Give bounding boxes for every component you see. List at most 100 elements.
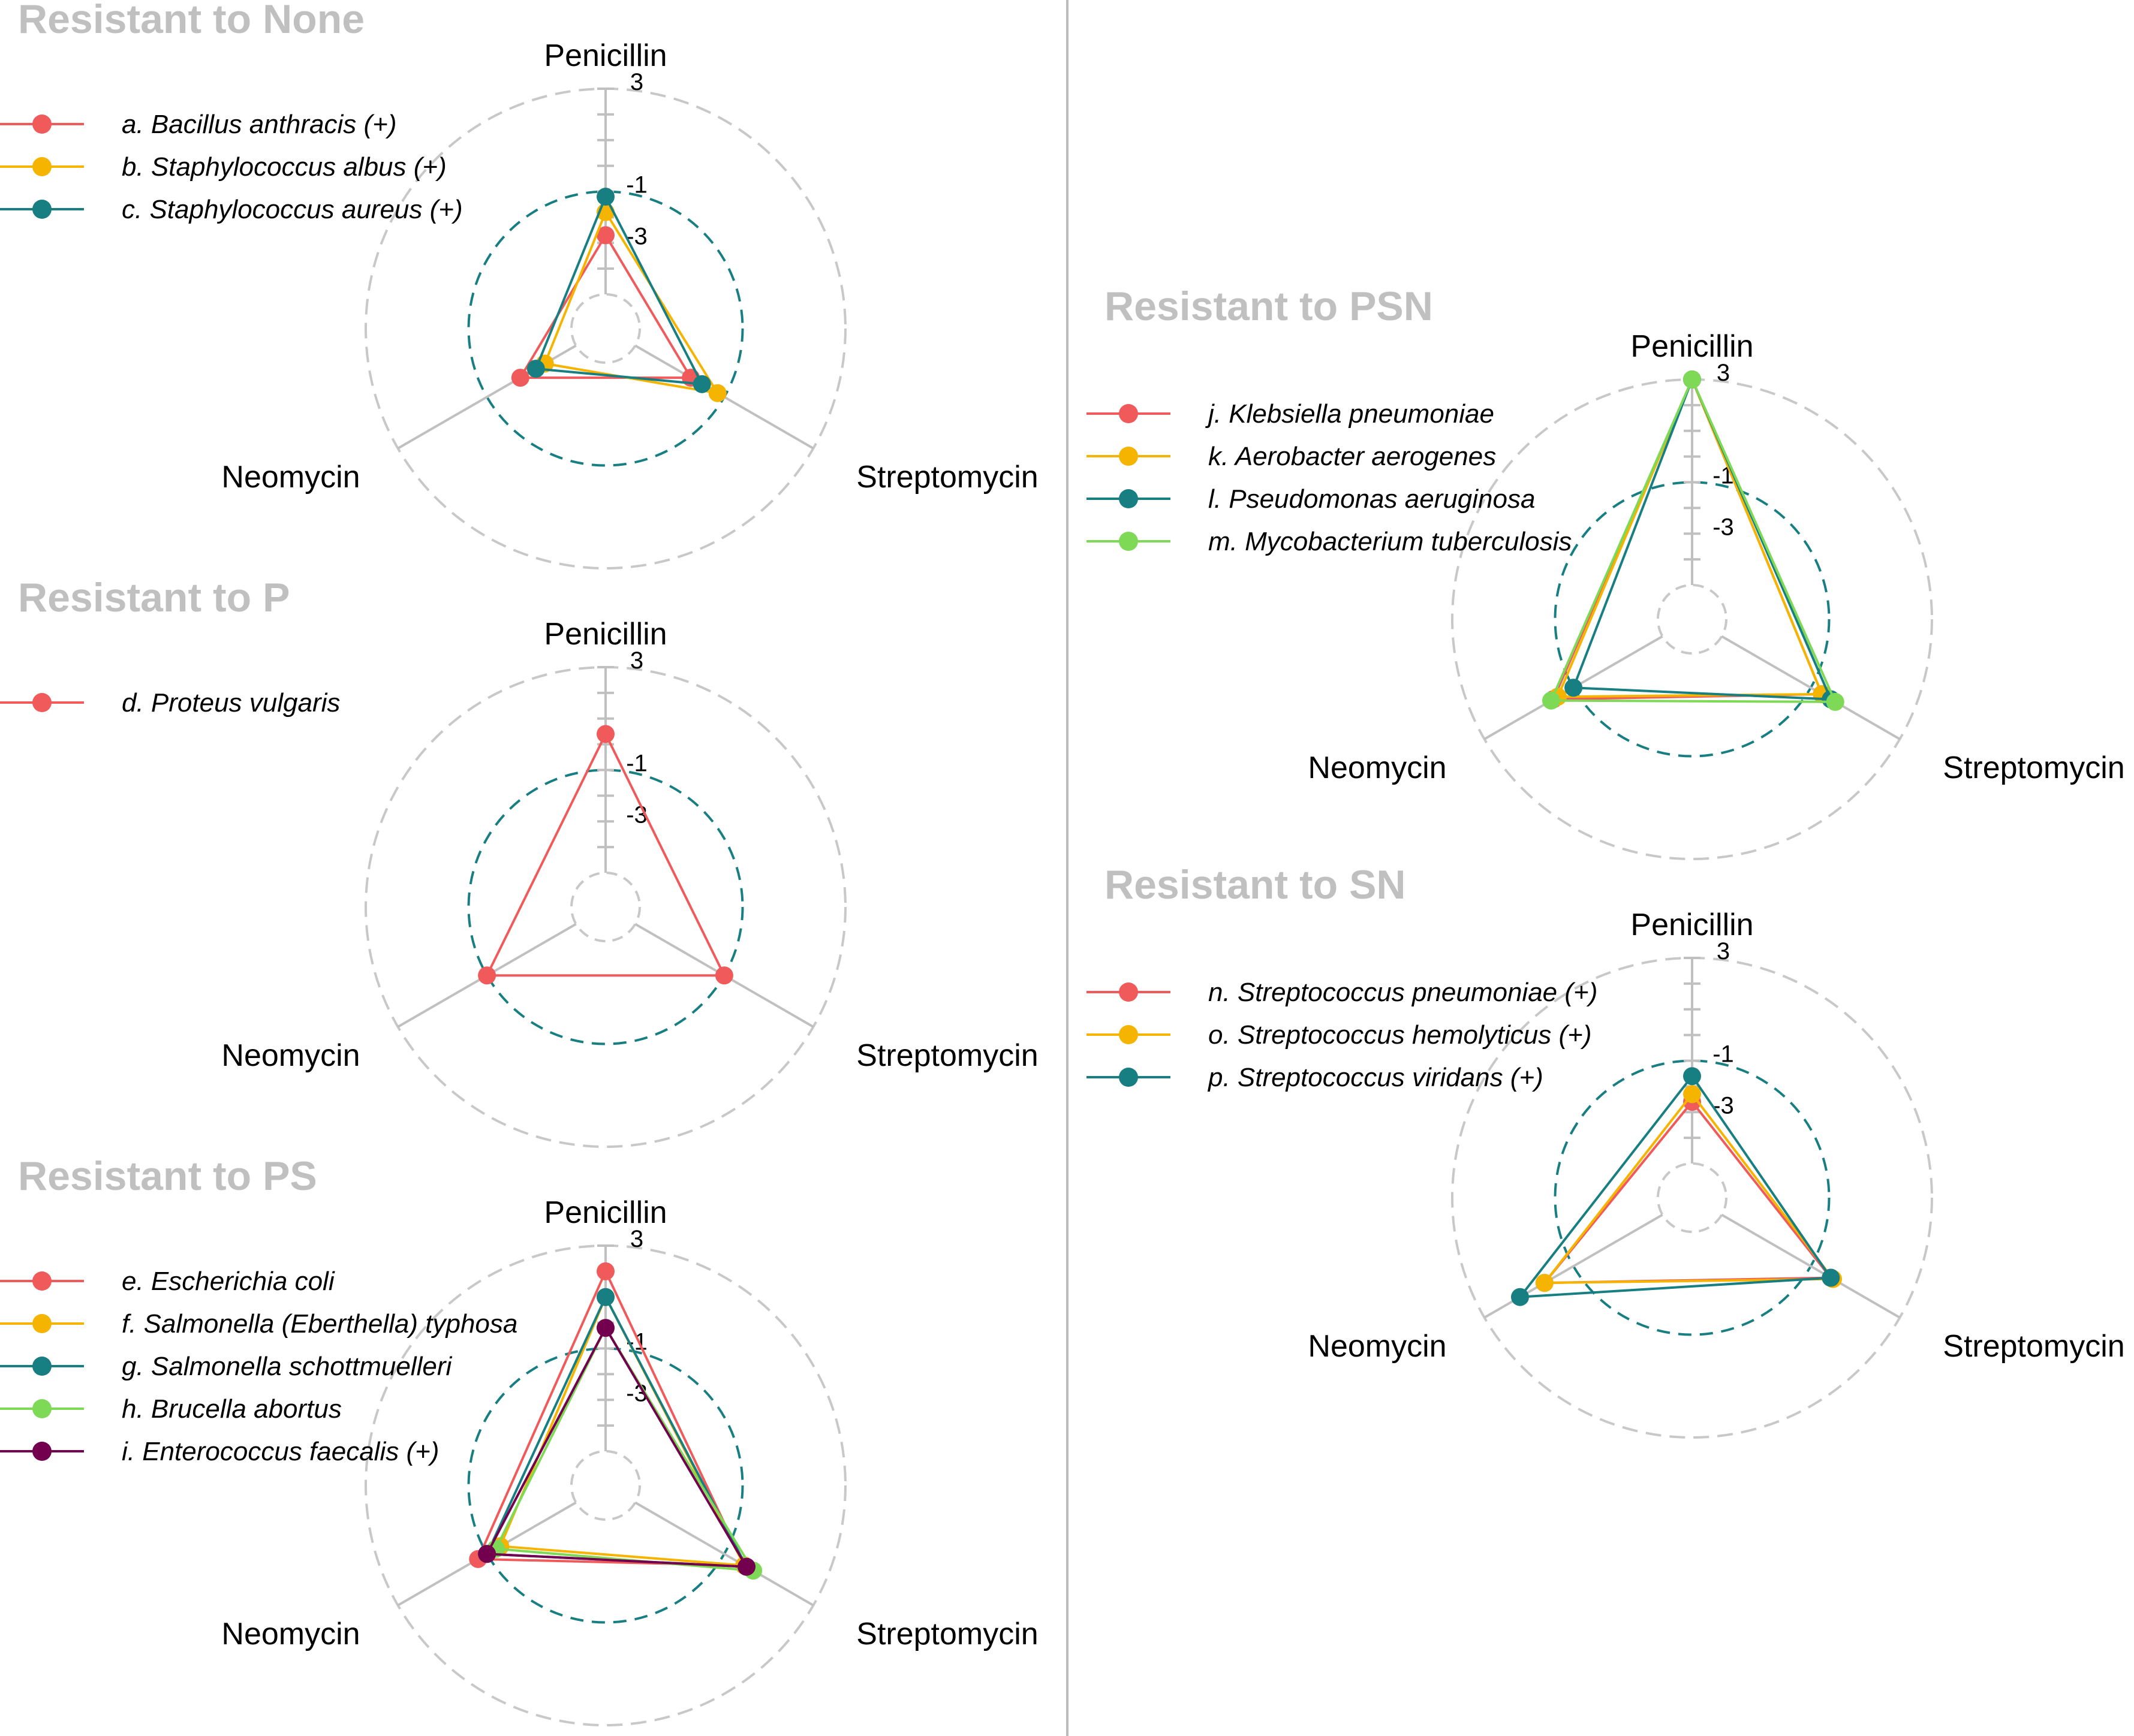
series-line <box>1517 1074 1833 1298</box>
series-line <box>476 1268 747 1567</box>
panel-title-ps: Resistant to PS <box>18 1153 317 1199</box>
axis-label-streptomycin: Streptomycin <box>856 460 1038 495</box>
series-line <box>518 233 693 379</box>
axis-label-neomycin: Neomycin <box>221 1038 360 1073</box>
radar-panel-4: 3 -1 -3 Penicillin Streptomycin Neomycin n. St… <box>1086 908 2125 1439</box>
axis-label-streptomycin: Streptomycin <box>1943 751 2124 785</box>
legend-swatch-marker <box>1119 1025 1138 1044</box>
axis-label-neomycin: Neomycin <box>1308 751 1446 785</box>
series-line <box>534 194 705 386</box>
legend-label: l. Pseudomonas aeruginosa <box>1208 484 1535 514</box>
radar-panel-0: 3 -1 -3 Penicillin Streptomycin Neomycin a. Ba… <box>0 38 1039 569</box>
axis-label-penicillin: Penicillin <box>1630 329 1753 364</box>
axis-label-penicillin: Penicillin <box>1630 908 1753 942</box>
axis-label-streptomycin: Streptomycin <box>856 1617 1038 1651</box>
data-point <box>597 725 615 743</box>
legend-label: e. Escherichia coli <box>122 1267 335 1296</box>
legend-swatch-marker <box>32 1399 52 1418</box>
data-point <box>478 966 496 985</box>
data-point <box>597 188 615 206</box>
data-point <box>1826 692 1844 711</box>
axis-label-neomycin: Neomycin <box>221 460 360 495</box>
legend-swatch-marker <box>1119 404 1138 423</box>
data-point <box>597 1262 615 1280</box>
legend-label: o. Streptococcus hemolyticus (+) <box>1208 1020 1591 1050</box>
data-point <box>1564 679 1583 697</box>
inner-grid-ring <box>570 293 641 364</box>
panel-title-sn: Resistant to SN <box>1104 862 1406 908</box>
data-point <box>1683 370 1701 388</box>
legend-swatch-marker <box>1119 447 1138 466</box>
legend-label: c. Staphylococcus aureus (+) <box>122 195 463 224</box>
legend-label: i. Enterococcus faecalis (+) <box>122 1437 439 1466</box>
axis-label-penicillin: Penicillin <box>544 1195 667 1230</box>
axis-label-neomycin: Neomycin <box>1308 1329 1446 1364</box>
series-line <box>485 1294 749 1568</box>
data-point <box>597 1288 615 1306</box>
legend-label: j. Klebsiella pneumoniae <box>1205 399 1494 429</box>
axis-label-neomycin: Neomycin <box>221 1617 360 1651</box>
tick-label: -3 <box>1712 1092 1734 1119</box>
legend-label: m. Mycobacterium tuberculosis <box>1208 527 1572 556</box>
legend-swatch-marker <box>32 114 52 134</box>
panel-title-none: Resistant to None <box>18 0 365 42</box>
legend-label: k. Aerobacter aerogenes <box>1208 442 1496 471</box>
panel-title-psn: Resistant to PSN <box>1104 284 1433 329</box>
tick-label: -3 <box>1712 514 1734 540</box>
axis-spoke <box>1721 635 1901 740</box>
data-point <box>597 1319 615 1337</box>
legend-swatch-marker <box>1119 982 1138 1002</box>
data-point <box>708 384 727 402</box>
legend-label: b. Staphylococcus albus (+) <box>122 152 447 182</box>
data-point <box>478 1545 496 1563</box>
data-point <box>1683 1067 1701 1086</box>
tick-label: 3 <box>1717 360 1730 386</box>
legend-swatch-marker <box>32 693 52 712</box>
series-line <box>484 1325 749 1568</box>
legend-swatch-marker <box>1119 532 1138 551</box>
tick-label: -1 <box>1712 1041 1734 1068</box>
inner-grid-ring <box>570 872 641 942</box>
legend-swatch-marker <box>32 200 52 219</box>
data-point <box>526 360 545 378</box>
series-line <box>1542 1092 1836 1285</box>
legend-swatch-marker <box>1119 489 1138 508</box>
inner-grid-ring <box>1657 1162 1727 1233</box>
tick-label: -3 <box>626 801 648 828</box>
reference-ring <box>467 190 744 467</box>
data-point <box>1510 1288 1529 1306</box>
legend-swatch-marker <box>32 157 52 176</box>
data-point <box>597 226 615 245</box>
legend-swatch-marker <box>32 1442 52 1461</box>
reference-ring <box>467 768 744 1045</box>
inner-grid-ring <box>570 1450 641 1521</box>
legend-swatch-marker <box>1119 1068 1138 1087</box>
tick-label: 3 <box>630 69 643 95</box>
series-line <box>1556 376 1824 698</box>
axis-label-penicillin: Penicillin <box>544 617 667 652</box>
legend-label: d. Proteus vulgaris <box>122 688 340 718</box>
legend-label: p. Streptococcus viridans (+) <box>1207 1063 1543 1092</box>
tick-label: -3 <box>626 223 648 249</box>
legend-label: n. Streptococcus pneumoniae (+) <box>1208 978 1597 1007</box>
tick-label: -1 <box>626 172 648 198</box>
legend-swatch-marker <box>32 1271 52 1291</box>
legend-label: g. Salmonella schottmuelleri <box>122 1352 452 1381</box>
axis-spoke <box>634 1501 814 1607</box>
tick-label: 3 <box>630 647 643 674</box>
reference-ring <box>1554 481 1831 758</box>
tick-label: 3 <box>630 1226 643 1252</box>
series-line <box>1549 376 1837 703</box>
legend-label: h. Brucella abortus <box>122 1394 342 1424</box>
axis-label-penicillin: Penicillin <box>544 38 667 73</box>
legend-label: a. Bacillus anthracis (+) <box>122 110 397 139</box>
legend-label: f. Salmonella (Eberthella) typhosa <box>122 1309 517 1339</box>
data-point <box>738 1557 756 1576</box>
panel-divider <box>1066 0 1068 1736</box>
legend-swatch-marker <box>32 1357 52 1376</box>
axis-label-streptomycin: Streptomycin <box>856 1038 1038 1073</box>
